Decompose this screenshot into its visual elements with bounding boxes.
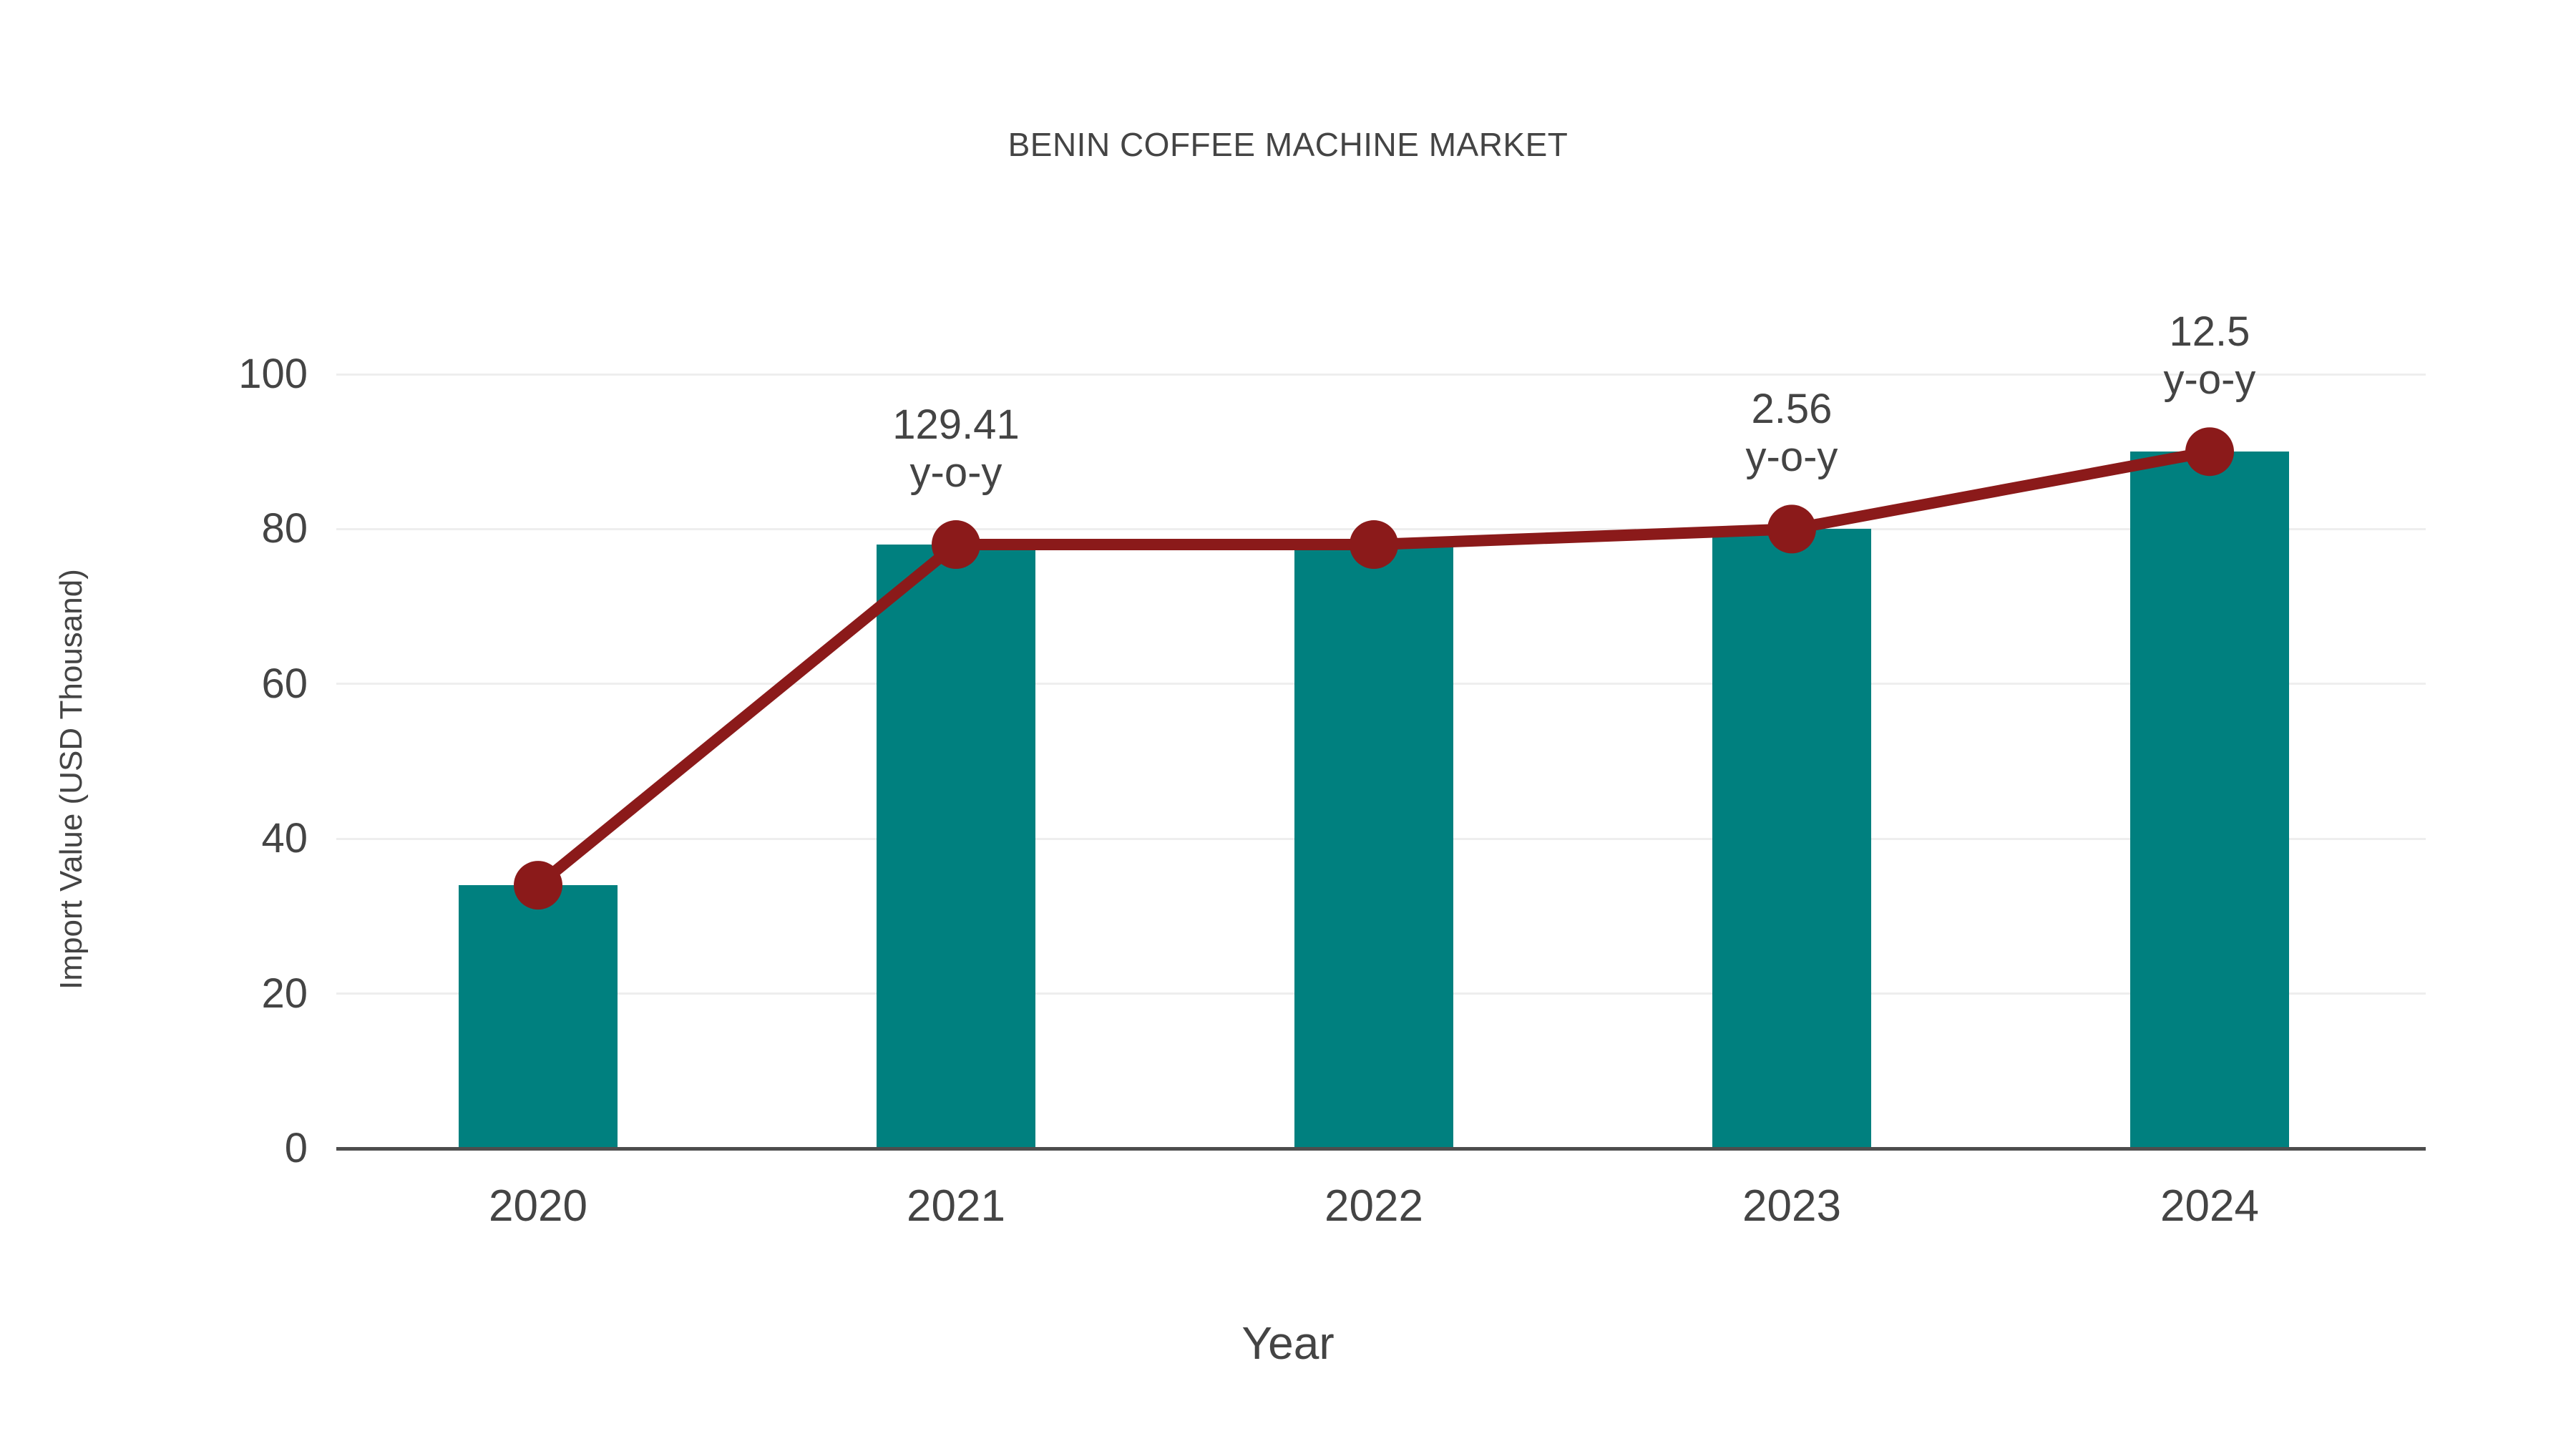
growth-line-series bbox=[514, 427, 2234, 910]
bar-2021[interactable] bbox=[877, 545, 1035, 1148]
line-marker-2020[interactable] bbox=[514, 861, 562, 910]
x-tick-label-2021: 2021 bbox=[907, 1181, 1005, 1231]
growth-annotation-unit: y-o-y bbox=[1745, 434, 1838, 481]
y-tick-label-80: 80 bbox=[261, 505, 308, 552]
growth-annotation-2024: 12.5 y-o-y bbox=[2031, 308, 2389, 404]
x-tick-label-2024: 2024 bbox=[2160, 1181, 2259, 1231]
x-axis-title: Year bbox=[1241, 1317, 1335, 1369]
x-tick-label-2022: 2022 bbox=[1324, 1181, 1423, 1231]
x-axis-line bbox=[336, 1147, 2426, 1151]
line-marker-2022[interactable] bbox=[1350, 520, 1398, 570]
plot-area bbox=[336, 373, 2426, 1148]
y-axis-title: Import Value (USD Thousand) bbox=[54, 569, 89, 990]
bar-2023[interactable] bbox=[1712, 529, 1871, 1148]
y-tick-label-0: 0 bbox=[284, 1125, 308, 1171]
bar-2024[interactable] bbox=[2130, 452, 2289, 1148]
line-marker-2023[interactable] bbox=[1767, 504, 1816, 554]
growth-annotation-2023: 2.56 y-o-y bbox=[1613, 386, 1971, 481]
gridline-100 bbox=[336, 373, 2426, 376]
growth-annotation-value: 2.56 bbox=[1751, 386, 1833, 433]
x-tick-label-2023: 2023 bbox=[1742, 1181, 1841, 1231]
growth-annotation-value: 129.41 bbox=[892, 401, 1020, 449]
growth-line bbox=[532, 446, 2215, 892]
line-marker-2024[interactable] bbox=[2185, 427, 2234, 477]
growth-annotation-2021: 129.41 y-o-y bbox=[777, 401, 1135, 497]
growth-line-markers bbox=[514, 427, 2234, 910]
growth-annotation-unit: y-o-y bbox=[2163, 356, 2256, 403]
y-tick-label-60: 60 bbox=[261, 660, 308, 707]
y-tick-label-20: 20 bbox=[261, 970, 308, 1017]
chart-title: BENIN COFFEE MACHINE MARKET bbox=[1008, 126, 1568, 163]
y-tick-label-40: 40 bbox=[261, 815, 308, 862]
growth-annotation-unit: y-o-y bbox=[909, 449, 1002, 496]
growth-annotation-value: 12.5 bbox=[2169, 308, 2250, 356]
line-marker-2021[interactable] bbox=[932, 520, 980, 570]
bar-2020[interactable] bbox=[459, 885, 618, 1148]
y-tick-label-100: 100 bbox=[238, 351, 308, 397]
x-tick-label-2020: 2020 bbox=[489, 1181, 587, 1231]
bar-2022[interactable] bbox=[1294, 545, 1453, 1148]
